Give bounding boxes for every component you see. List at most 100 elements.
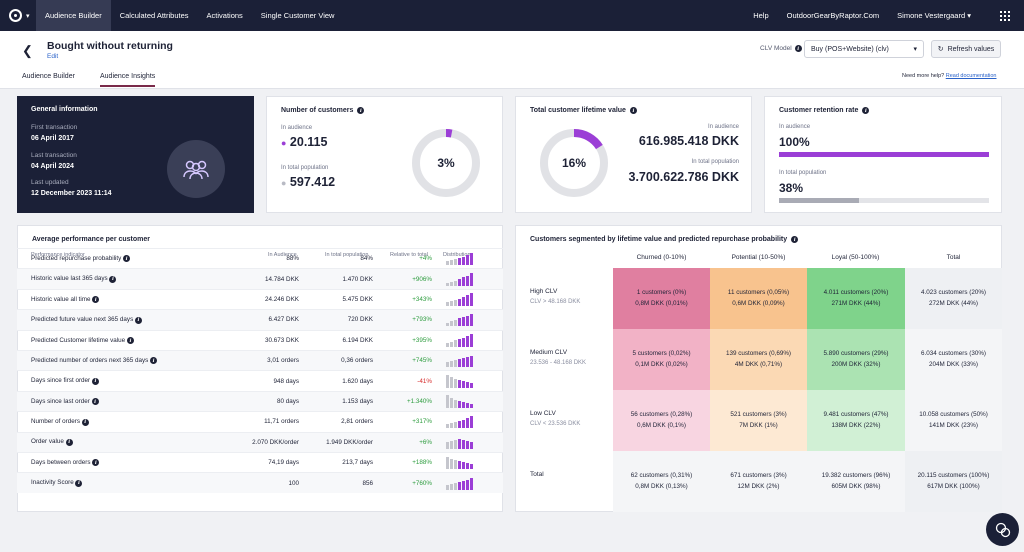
segment-customers: 4.023 customers (20%) — [920, 288, 987, 296]
user-menu[interactable]: Simone Vestergaard ▾ — [888, 0, 980, 31]
info-icon[interactable]: i — [109, 275, 117, 283]
info-icon[interactable]: i — [791, 236, 799, 243]
segment-cell[interactable]: 139 customers (0,69%) 4M DKK (0,71%) — [710, 329, 807, 390]
segment-cell[interactable]: 62 customers (0,31%) 0,8M DKK (0,13%) — [613, 451, 710, 512]
indicator-name: Historic value all time i — [17, 288, 237, 310]
segment-cell[interactable]: 6.034 customers (30%) 204M DKK (33%) — [905, 329, 1002, 390]
distribution-bar — [470, 314, 473, 327]
total-clv-card: Total customer lifetime value i 16% In au… — [515, 96, 752, 213]
info-icon[interactable]: i — [126, 337, 134, 344]
info-icon[interactable]: i — [123, 255, 131, 263]
distribution-bar — [462, 462, 465, 470]
distribution-bar — [446, 484, 449, 490]
tab-audience-builder[interactable]: Audience Builder — [22, 73, 75, 80]
distribution-cell — [432, 431, 503, 453]
nav-tab-calculated-attributes[interactable]: Calculated Attributes — [119, 11, 189, 20]
distribution-bar — [462, 439, 465, 449]
distribution-bar — [446, 441, 449, 449]
first-transaction-value: 06 April 2017 — [31, 135, 74, 142]
distribution-sparkbars — [446, 292, 503, 306]
segment-cell[interactable]: 56 customers (0,28%) 0,6M DKK (0,1%) — [613, 390, 710, 451]
info-icon[interactable]: i — [81, 418, 89, 426]
in-total-cell: 6.194 DKK — [299, 329, 373, 351]
edit-link[interactable]: Edit — [47, 53, 59, 60]
card-title: Average performance per customer — [32, 236, 151, 243]
distribution-bar — [450, 459, 453, 470]
app-logo[interactable]: ▾ — [0, 0, 36, 31]
in-total-cell: 213,7 days — [299, 451, 373, 473]
info-icon[interactable]: i — [92, 459, 100, 467]
in-total-cell: 84% — [299, 247, 373, 269]
retention-audience-fill — [779, 152, 989, 157]
retention-total-bar — [779, 198, 989, 203]
segment-value: 141M DKK (23%) — [929, 421, 978, 429]
nav-tab-activations[interactable]: Activations — [206, 11, 243, 20]
last-updated-value: 12 December 2023 11:14 — [31, 190, 112, 197]
relative-cell: +343% — [373, 288, 432, 310]
back-arrow-icon[interactable]: ❮ — [22, 43, 33, 58]
segment-customers: 56 customers (0,28%) — [630, 410, 693, 418]
segment-cell[interactable]: 4.011 customers (20%) 271M DKK (44%) — [807, 268, 905, 329]
distribution-bar — [466, 479, 469, 490]
info-icon[interactable]: i — [629, 107, 637, 114]
distribution-bar — [454, 439, 457, 449]
logo-icon — [9, 9, 22, 22]
segment-cell[interactable]: 521 customers (3%) 7M DKK (1%) — [710, 390, 807, 451]
distribution-cell — [432, 472, 503, 494]
help-link[interactable]: Help — [753, 11, 769, 20]
segment-cell[interactable]: 19.382 customers (96%) 605M DKK (98%) — [807, 451, 905, 512]
distribution-bar — [454, 360, 457, 368]
info-icon[interactable]: i — [75, 479, 83, 487]
distribution-cell — [432, 268, 503, 290]
indicator-name: Predicted Customer lifetime value i — [17, 329, 237, 351]
tab-audience-insights[interactable]: Audience Insights — [100, 73, 156, 87]
segment-customers: 19.382 customers (96%) — [821, 471, 891, 479]
segment-cell[interactable]: 4.023 customers (20%) 272M DKK (44%) — [905, 268, 1002, 329]
segment-value: 0,1M DKK (0,02%) — [635, 360, 688, 368]
page-title: Bought without returning — [47, 40, 173, 52]
segment-cell[interactable]: 11 customers (0,05%) 0,6M DKK (0,09%) — [710, 268, 807, 329]
distribution-bar — [466, 275, 469, 286]
retention-total-fill — [779, 198, 859, 203]
info-icon[interactable]: i — [91, 377, 99, 385]
info-icon[interactable]: i — [357, 107, 365, 114]
segment-cell[interactable]: 1 customers (0%) 0,8M DKK (0,01%) — [613, 268, 710, 329]
apps-grid-icon[interactable] — [1000, 10, 1010, 21]
customers-donut-chart — [412, 129, 480, 197]
distribution-sparkbars — [446, 354, 503, 368]
info-icon[interactable]: i — [794, 45, 802, 52]
info-icon[interactable]: i — [92, 296, 100, 304]
segment-cell[interactable]: 9.481 customers (47%) 138M DKK (22%) — [807, 390, 905, 451]
segment-cell[interactable]: 5 customers (0,02%) 0,1M DKK (0,02%) — [613, 329, 710, 390]
segment-cell[interactable]: 10.058 customers (50%) 141M DKK (23%) — [905, 390, 1002, 451]
distribution-bar — [466, 357, 469, 368]
site-selector[interactable]: OutdoorGearByRaptor.Com — [786, 11, 880, 20]
info-icon[interactable]: i — [150, 357, 158, 365]
distribution-bar — [450, 321, 453, 327]
clv-model-select[interactable]: Buy (POS+Website) (clv) ▾ — [804, 40, 924, 58]
segment-cell[interactable]: 20.115 customers (100%) 617M DKK (100%) — [905, 451, 1002, 512]
info-icon[interactable]: i — [65, 438, 73, 446]
nav-tab-single-customer-view[interactable]: Single Customer View — [260, 11, 335, 20]
in-audience-label: In audience — [779, 124, 811, 130]
distribution-bar — [458, 438, 461, 449]
info-icon[interactable]: i — [91, 398, 99, 406]
indicator-name: Predicted repurchase probability i — [17, 247, 237, 269]
segment-cell[interactable]: 671 customers (3%) 12M DKK (2%) — [710, 451, 807, 512]
distribution-bar — [454, 399, 457, 408]
read-documentation-link[interactable]: Read documentation — [945, 73, 997, 79]
distribution-bar — [462, 380, 465, 388]
segment-cell[interactable]: 5.890 customers (29%) 200M DKK (32%) — [807, 329, 905, 390]
info-icon[interactable]: i — [134, 316, 142, 324]
refresh-values-button[interactable]: ↻ Refresh values — [931, 40, 1001, 58]
in-total-value: ● 597.412 — [281, 175, 336, 189]
chat-support-button[interactable] — [986, 513, 1019, 546]
info-icon[interactable]: i — [862, 107, 870, 114]
nav-tab-audience-builder[interactable]: Audience Builder — [36, 0, 111, 31]
indicator-name: Predicted future value next 365 days i — [17, 309, 237, 331]
distribution-bar — [458, 379, 461, 388]
segment-value: 200M DKK (32%) — [831, 360, 881, 368]
distribution-bar — [470, 477, 473, 490]
distribution-sparkbars — [446, 252, 503, 266]
distribution-cell — [432, 370, 503, 392]
